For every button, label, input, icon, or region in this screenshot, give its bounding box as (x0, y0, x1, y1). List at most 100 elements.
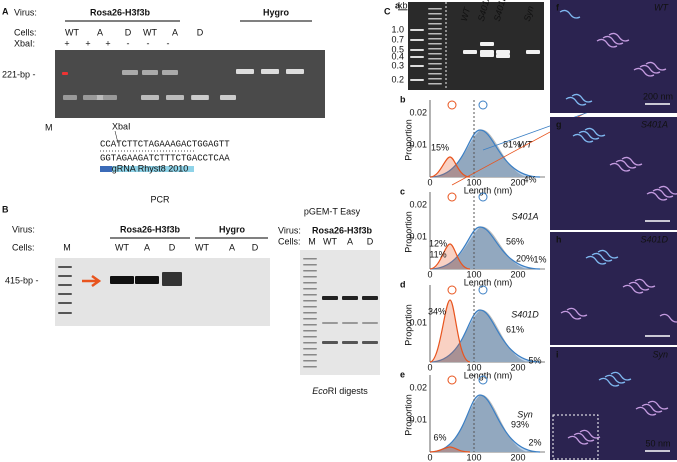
percent-label: 81% (503, 139, 521, 149)
fiber (578, 130, 600, 140)
gel-band (166, 95, 184, 100)
virus-label: Virus: (12, 224, 35, 234)
gel-band (428, 18, 442, 20)
gel-band (303, 282, 317, 284)
fit-curve (429, 394, 541, 453)
fiber (604, 374, 626, 384)
x-tick-label: 100 (466, 452, 481, 462)
gel-band (58, 275, 72, 277)
percent-label: 20% (516, 253, 534, 263)
gel-band (220, 95, 236, 100)
gel-band (303, 354, 317, 356)
gel-band (428, 33, 442, 35)
image-letter: g (556, 119, 562, 129)
gel-band (410, 49, 424, 51)
pgem-title: pGEM-T Easy (304, 206, 361, 216)
gel-band (103, 95, 117, 100)
micrograph (550, 0, 677, 113)
percent-label: 6% (433, 432, 446, 442)
gel-band (428, 73, 442, 75)
x-tick-label: 200 (510, 452, 525, 462)
xbai-sign: + (64, 38, 69, 48)
y-tick-label: 0.02 (409, 199, 427, 209)
fit-curve (429, 299, 471, 363)
gel-band (496, 50, 510, 54)
gel-band (303, 306, 317, 308)
fiber (652, 188, 674, 198)
subpanel-letter: c (400, 186, 405, 196)
gel-band (303, 318, 317, 320)
grna-label: gRNA Rhyst8 2010 (112, 163, 189, 173)
image-name: S401A (641, 119, 668, 129)
percent-label: 93% (511, 419, 529, 429)
arrow (82, 274, 102, 288)
gel-band (428, 83, 442, 85)
fiber (610, 371, 632, 381)
gel-band (303, 270, 317, 272)
gel-band (303, 324, 317, 326)
gel-band (428, 23, 442, 25)
histogram (430, 309, 530, 362)
cell-label: WT (195, 242, 209, 252)
fit-curve (429, 309, 541, 363)
fiber (559, 9, 581, 19)
subpanel-letter: a (395, 0, 401, 10)
fiber (645, 61, 667, 71)
gel-band (83, 95, 97, 100)
gel-band (110, 276, 134, 284)
percent-label: 34% (428, 306, 446, 316)
gel-band (58, 312, 72, 314)
virus-group: Hygro (219, 224, 246, 234)
x-tick-label: 100 (466, 269, 481, 279)
cell-label: D (197, 27, 204, 37)
histogram (430, 226, 530, 269)
fiber (560, 310, 582, 320)
grna-bar (112, 166, 194, 172)
percent-label: 5% (528, 355, 541, 365)
gel-band (428, 58, 442, 60)
seq-top: CCATCTTCTAGAAAGACTGGAGTT (100, 139, 230, 149)
xbai-sign: - (147, 38, 150, 48)
x-tick-label: 100 (466, 362, 481, 372)
x-tick-label: 100 (466, 177, 481, 187)
gel-band (428, 53, 442, 55)
gel-band (410, 29, 424, 31)
gel-band (428, 28, 442, 30)
gel-band (122, 70, 138, 75)
cells-label: Cells: (12, 242, 35, 252)
image-name: WT (654, 2, 669, 12)
caption: EcoRI digests (312, 386, 368, 396)
gel-band (303, 312, 317, 314)
peak-marker (447, 192, 457, 202)
fiber (641, 403, 663, 413)
percent-label: 56% (506, 236, 524, 246)
cell-label: WT (65, 27, 79, 37)
y-tick-label: 0.02 (409, 107, 427, 117)
condition-name: S401A (511, 211, 538, 221)
percent-label: 12% (429, 238, 447, 248)
fit-curve (429, 243, 471, 270)
gel-band (303, 264, 317, 266)
fiber (596, 38, 618, 48)
cell-label: D (169, 242, 176, 252)
fiber (647, 400, 669, 410)
seq-site: XbaI (112, 121, 131, 131)
gel-band (410, 65, 424, 67)
size-label: 221-bp - (2, 69, 36, 79)
gel-band (261, 69, 279, 74)
peak-marker (478, 100, 488, 110)
gel-band (63, 95, 77, 100)
y-tick-label: 0.01 (409, 139, 427, 149)
fiber (639, 64, 661, 74)
cells-label: Cells: (14, 27, 37, 37)
subpanel-letter: b (400, 94, 406, 104)
x-tick-label: 0 (427, 177, 432, 187)
gel-band (303, 294, 317, 296)
fiber (579, 429, 601, 439)
gel-band (58, 284, 72, 286)
scale-label: 200 nm (643, 91, 673, 101)
x-axis-label: Length (nm) (464, 277, 513, 287)
fiber (566, 307, 588, 317)
gel-band (303, 360, 317, 362)
gel-band (303, 348, 317, 350)
